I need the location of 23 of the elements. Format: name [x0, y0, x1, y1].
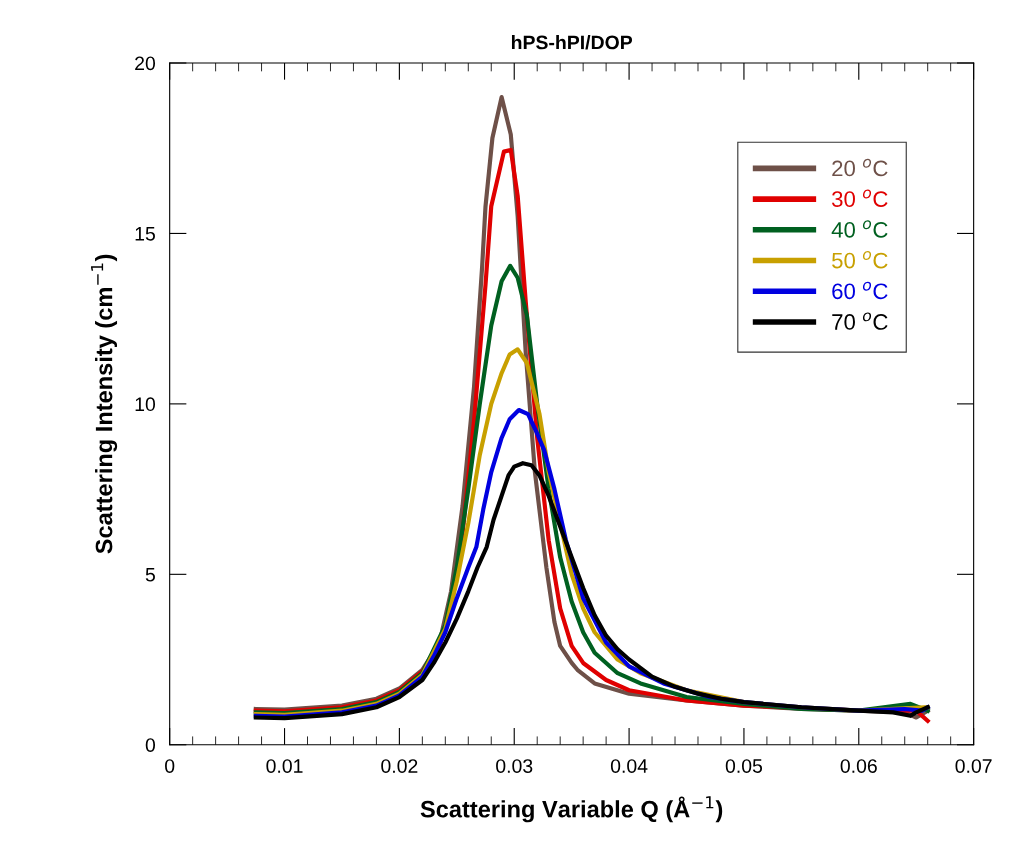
- line-series: [253, 461, 930, 721]
- x-axis-title: Scattering Variable Q (Å$^{−1}$): [420, 796, 723, 823]
- y-tick-label: 0: [145, 738, 156, 753]
- y-tick-label: 15: [135, 227, 155, 241]
- y-tick-label: 10: [135, 397, 156, 412]
- x-tick-label: 0.02: [381, 759, 418, 773]
- legend-label: 30 $^{o}$C: [831, 189, 888, 207]
- x-tick-label: 0.05: [725, 759, 763, 773]
- x-tick-label: 0.07: [955, 759, 992, 773]
- x-tick-label: 0.01: [266, 759, 303, 773]
- legend-label: 40 $^{o}$C: [831, 220, 888, 238]
- y-tick-label: 5: [145, 567, 155, 582]
- chart-title: hPS-hPI/DOP: [511, 35, 633, 50]
- x-tick-label: 0.06: [840, 759, 877, 773]
- legend-label: 20 $^{o}$C: [832, 158, 888, 177]
- legend-label: 70 $^{o}$C: [832, 312, 888, 330]
- x-tick-label: 0.03: [496, 759, 533, 773]
- x-tick-label: 0: [165, 759, 175, 773]
- x-tick-label: 0.04: [610, 759, 648, 773]
- y-tick-label: 20: [135, 56, 156, 71]
- legend-label: 60 $^{o}$C: [832, 281, 888, 300]
- y-axis-title: Scattering Intensity (cm$^{−1}$): [91, 254, 118, 554]
- legend-label: 50 $^{o}$C: [832, 250, 888, 269]
